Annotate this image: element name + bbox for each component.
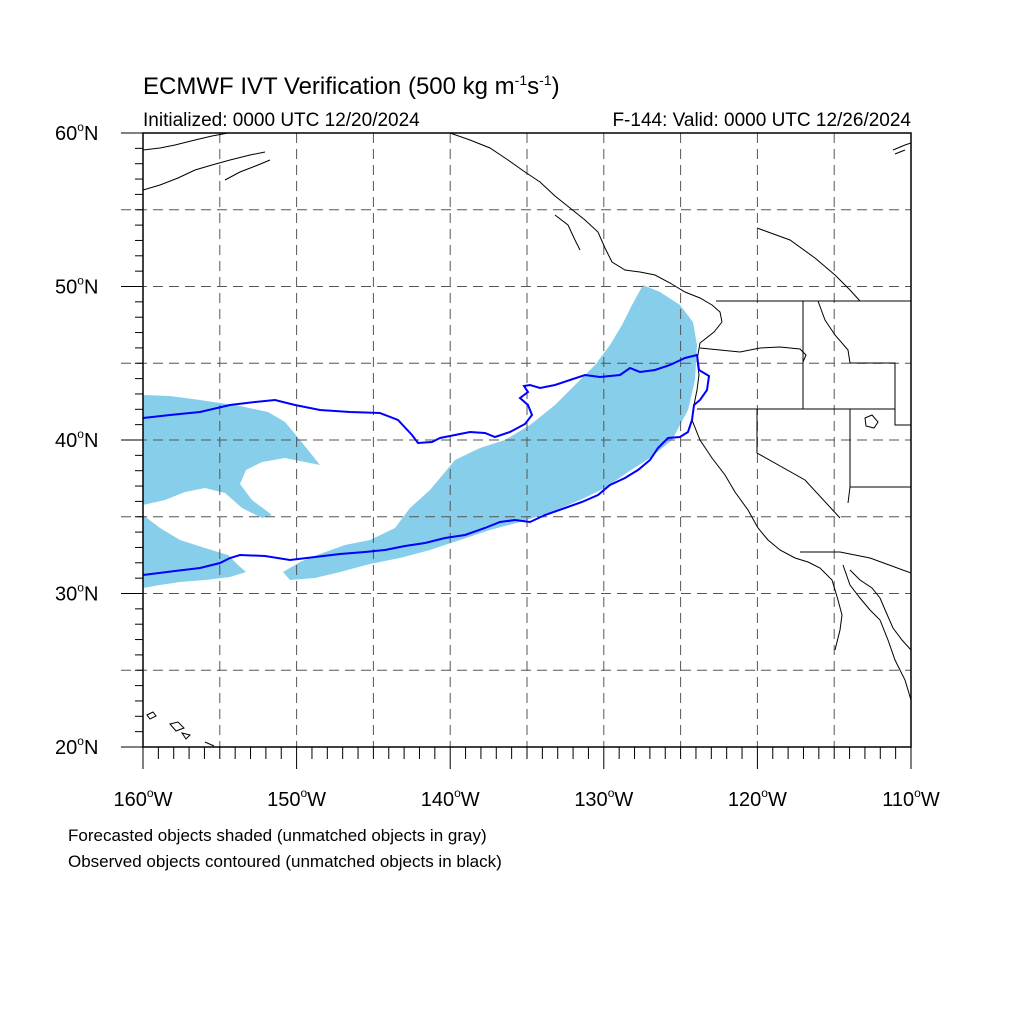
lat-labels: 60oN 50oN 40oN 30oN 20oN	[55, 120, 98, 759]
initialized-time: Initialized: 0000 UTC 12/20/2024	[143, 110, 420, 131]
forecast-object-west	[143, 395, 320, 518]
lon-label: 110oW	[882, 786, 940, 811]
coastline-hawaii	[146, 711, 215, 747]
legend-observed: Observed objects contoured (unmatched ob…	[68, 852, 502, 871]
coastline-canada-east	[892, 142, 911, 155]
lon-label: 150oW	[267, 786, 326, 811]
lon-label: 140oW	[421, 786, 480, 811]
forecast-object-main	[283, 285, 697, 580]
lon-label: 130oW	[574, 786, 633, 811]
border-bc-alberta	[756, 227, 861, 302]
lon-label: 160oW	[114, 786, 173, 811]
observed-objects	[143, 353, 711, 576]
border-us-mexico	[800, 551, 911, 574]
forecast-object-southwest	[143, 515, 246, 588]
coastlines	[143, 133, 911, 747]
lat-label: 20oN	[55, 734, 98, 759]
observed-object-contour	[143, 353, 711, 576]
lat-label: 50oN	[55, 274, 98, 299]
state-borders	[697, 300, 911, 519]
coastline-baja-gulf	[849, 569, 911, 651]
legend-forecast: Forecasted objects shaded (unmatched obj…	[68, 826, 487, 845]
coastline-alaska-panhandle	[449, 133, 723, 323]
lat-label: 40oN	[55, 427, 98, 452]
coastline-west-coast	[691, 321, 911, 701]
lat-label: 60oN	[55, 120, 98, 145]
graticule	[121, 133, 911, 747]
valid-time: F-144: Valid: 0000 UTC 12/26/2024	[612, 110, 911, 131]
lake-salton	[864, 414, 879, 429]
lon-labels: 160oW 150oW 140oW 130oW 120oW 110oW	[114, 786, 940, 811]
lon-label: 120oW	[728, 786, 787, 811]
forecast-objects	[143, 285, 697, 588]
axis-ticks	[121, 132, 912, 769]
coastline-alaska	[143, 133, 271, 191]
lat-label: 30oN	[55, 581, 98, 606]
map-title: ECMWF IVT Verification (500 kg m-1s-1)	[143, 72, 560, 100]
